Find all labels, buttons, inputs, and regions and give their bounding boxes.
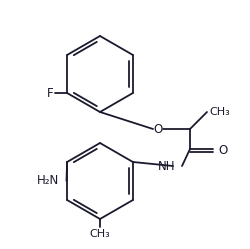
Text: NH: NH	[157, 160, 174, 173]
Text: F: F	[46, 86, 53, 100]
Text: CH₃: CH₃	[208, 107, 229, 117]
Text: H₂N: H₂N	[36, 175, 59, 187]
Text: CH₃: CH₃	[89, 229, 110, 239]
Text: O: O	[153, 123, 162, 135]
Text: O: O	[217, 143, 226, 157]
